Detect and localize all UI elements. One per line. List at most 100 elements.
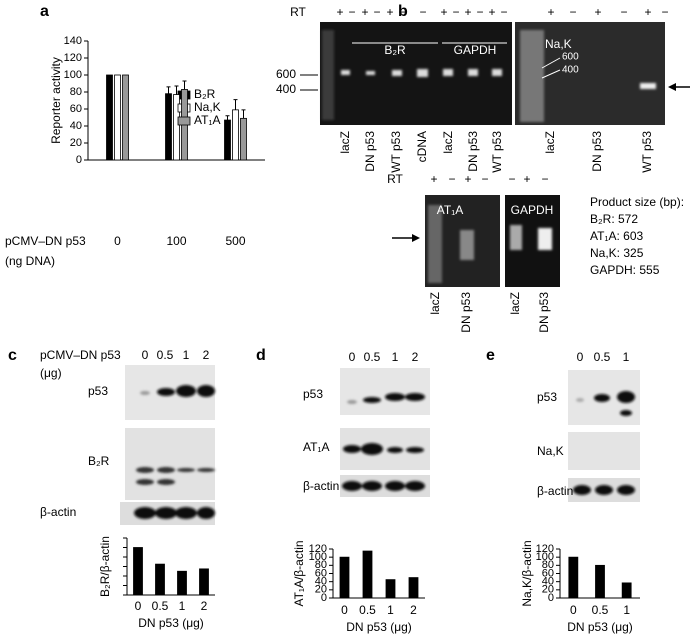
row-label: AT₁A <box>303 440 330 454</box>
rt-sign: + <box>386 5 393 19</box>
x-tick-label: 1 <box>387 603 394 617</box>
lane-label: DN p53 <box>466 131 480 172</box>
gene-label: GAPDH <box>511 203 554 217</box>
lane-label: lacZ <box>508 292 522 315</box>
x-axis-label: pCMV–DN p53 <box>5 234 86 248</box>
rt-sign: + <box>594 5 601 19</box>
x-tick-label: 0 <box>341 603 348 617</box>
y-axis-label: B₂R/β-actin <box>98 536 112 597</box>
rt-sign: − <box>398 5 405 19</box>
rt-label: RT <box>387 172 403 186</box>
rt-sign: + <box>644 5 651 19</box>
rt-sign: − <box>348 5 355 19</box>
y-axis-label: AT₁A/β-actin <box>292 540 306 606</box>
panel-letter: b <box>398 3 408 20</box>
bar <box>362 550 373 599</box>
y-tick-label: 0 <box>548 592 554 604</box>
lane-label: WT p53 <box>389 131 403 173</box>
y-tick-label: 20 <box>542 584 554 596</box>
gene-label: Na,K <box>545 37 572 51</box>
lane-label: DN p53 <box>537 292 551 333</box>
x-axis-label: DN p53 (μg) <box>138 616 204 630</box>
rt-sign: + <box>440 5 447 19</box>
lane-label: lacZ <box>428 292 442 315</box>
marker-label: 600 <box>276 67 296 81</box>
rt-sign: + <box>464 172 471 186</box>
rt-sign: − <box>452 5 459 19</box>
lane-number: 1 <box>183 348 190 362</box>
rt-sign: + <box>361 5 368 19</box>
x-label-unit: (μg) <box>40 366 62 380</box>
x-tick-label: 1 <box>623 603 630 617</box>
row-label: β-actin <box>537 484 573 498</box>
bar <box>165 93 172 161</box>
error-bar <box>225 115 230 121</box>
y-tick-label: 120 <box>64 52 82 64</box>
rt-sign: + <box>430 172 437 186</box>
rt-sign: − <box>500 5 507 19</box>
y-tick-label: 40 <box>542 576 554 588</box>
bar <box>106 74 113 161</box>
bar <box>385 579 396 599</box>
marker-label: 600 <box>562 52 579 63</box>
lane-number: 1 <box>392 350 399 364</box>
lane-label: DN p53 <box>363 131 377 172</box>
error-bar <box>166 86 171 94</box>
y-tick-label: 20 <box>315 584 327 596</box>
bar <box>133 547 143 596</box>
bar <box>155 563 165 596</box>
x-axis-label: DN p53 (μg) <box>567 620 633 634</box>
product-size-line: GAPDH: 555 <box>590 263 660 277</box>
x-tick-label: 1 <box>179 599 186 613</box>
rt-sign: − <box>373 5 380 19</box>
x-tick-label: 2 <box>201 599 208 613</box>
lane-number: 2 <box>412 350 419 364</box>
y-tick-label: 40 <box>315 576 327 588</box>
x-tick-label: 0 <box>570 603 577 617</box>
y-axis-label: Reporter activity <box>49 57 63 144</box>
panel-letter: d <box>256 347 266 364</box>
error-bar <box>174 85 179 95</box>
row-label: p53 <box>537 390 557 404</box>
rt-sign: − <box>476 5 483 19</box>
x-tick-label: 0.5 <box>359 603 376 617</box>
bar <box>568 556 579 599</box>
y-tick-label: 80 <box>70 86 82 98</box>
legend-label: B₂R <box>194 87 216 101</box>
bar <box>339 556 350 599</box>
y-tick-label: 60 <box>70 103 82 115</box>
rt-sign: + <box>464 5 471 19</box>
bar <box>595 564 605 599</box>
error-bar <box>241 109 246 119</box>
bar <box>122 74 129 161</box>
rt-sign: − <box>508 172 515 186</box>
rt-sign: − <box>481 172 488 186</box>
bar <box>177 570 187 596</box>
lane-label: WT p53 <box>640 131 654 173</box>
bar <box>114 74 121 161</box>
y-tick-label: 100 <box>64 69 82 81</box>
gene-label: AT₁A <box>437 203 464 217</box>
lane-label: DN p53 <box>459 292 473 333</box>
gene-label: B₂R <box>384 43 406 57</box>
y-tick-label: 0 <box>76 154 82 166</box>
gel-images <box>300 22 690 287</box>
product-size: Product size (bp): B₂R: 572 AT₁A: 603 Na… <box>590 195 684 277</box>
lane-number: 0.5 <box>157 348 174 362</box>
product-size-line: AT₁A: 603 <box>590 229 644 243</box>
lane-label: DN p53 <box>590 131 604 172</box>
x-tick-label: 0 <box>135 599 142 613</box>
bar <box>232 109 239 161</box>
y-tick-label: 100 <box>536 551 554 563</box>
legend-label: Na,K <box>194 100 221 114</box>
lane-number: 0 <box>142 348 149 362</box>
y-tick-label: 40 <box>70 120 82 132</box>
product-size-line: Na,K: 325 <box>590 246 644 260</box>
row-label: β-actin <box>40 505 76 519</box>
x-label: pCMV–DN p53 <box>40 348 121 362</box>
y-tick-label: 60 <box>315 567 327 579</box>
error-bar <box>182 80 187 90</box>
rt-sign: − <box>620 5 627 19</box>
panel-letter: e <box>486 347 495 364</box>
